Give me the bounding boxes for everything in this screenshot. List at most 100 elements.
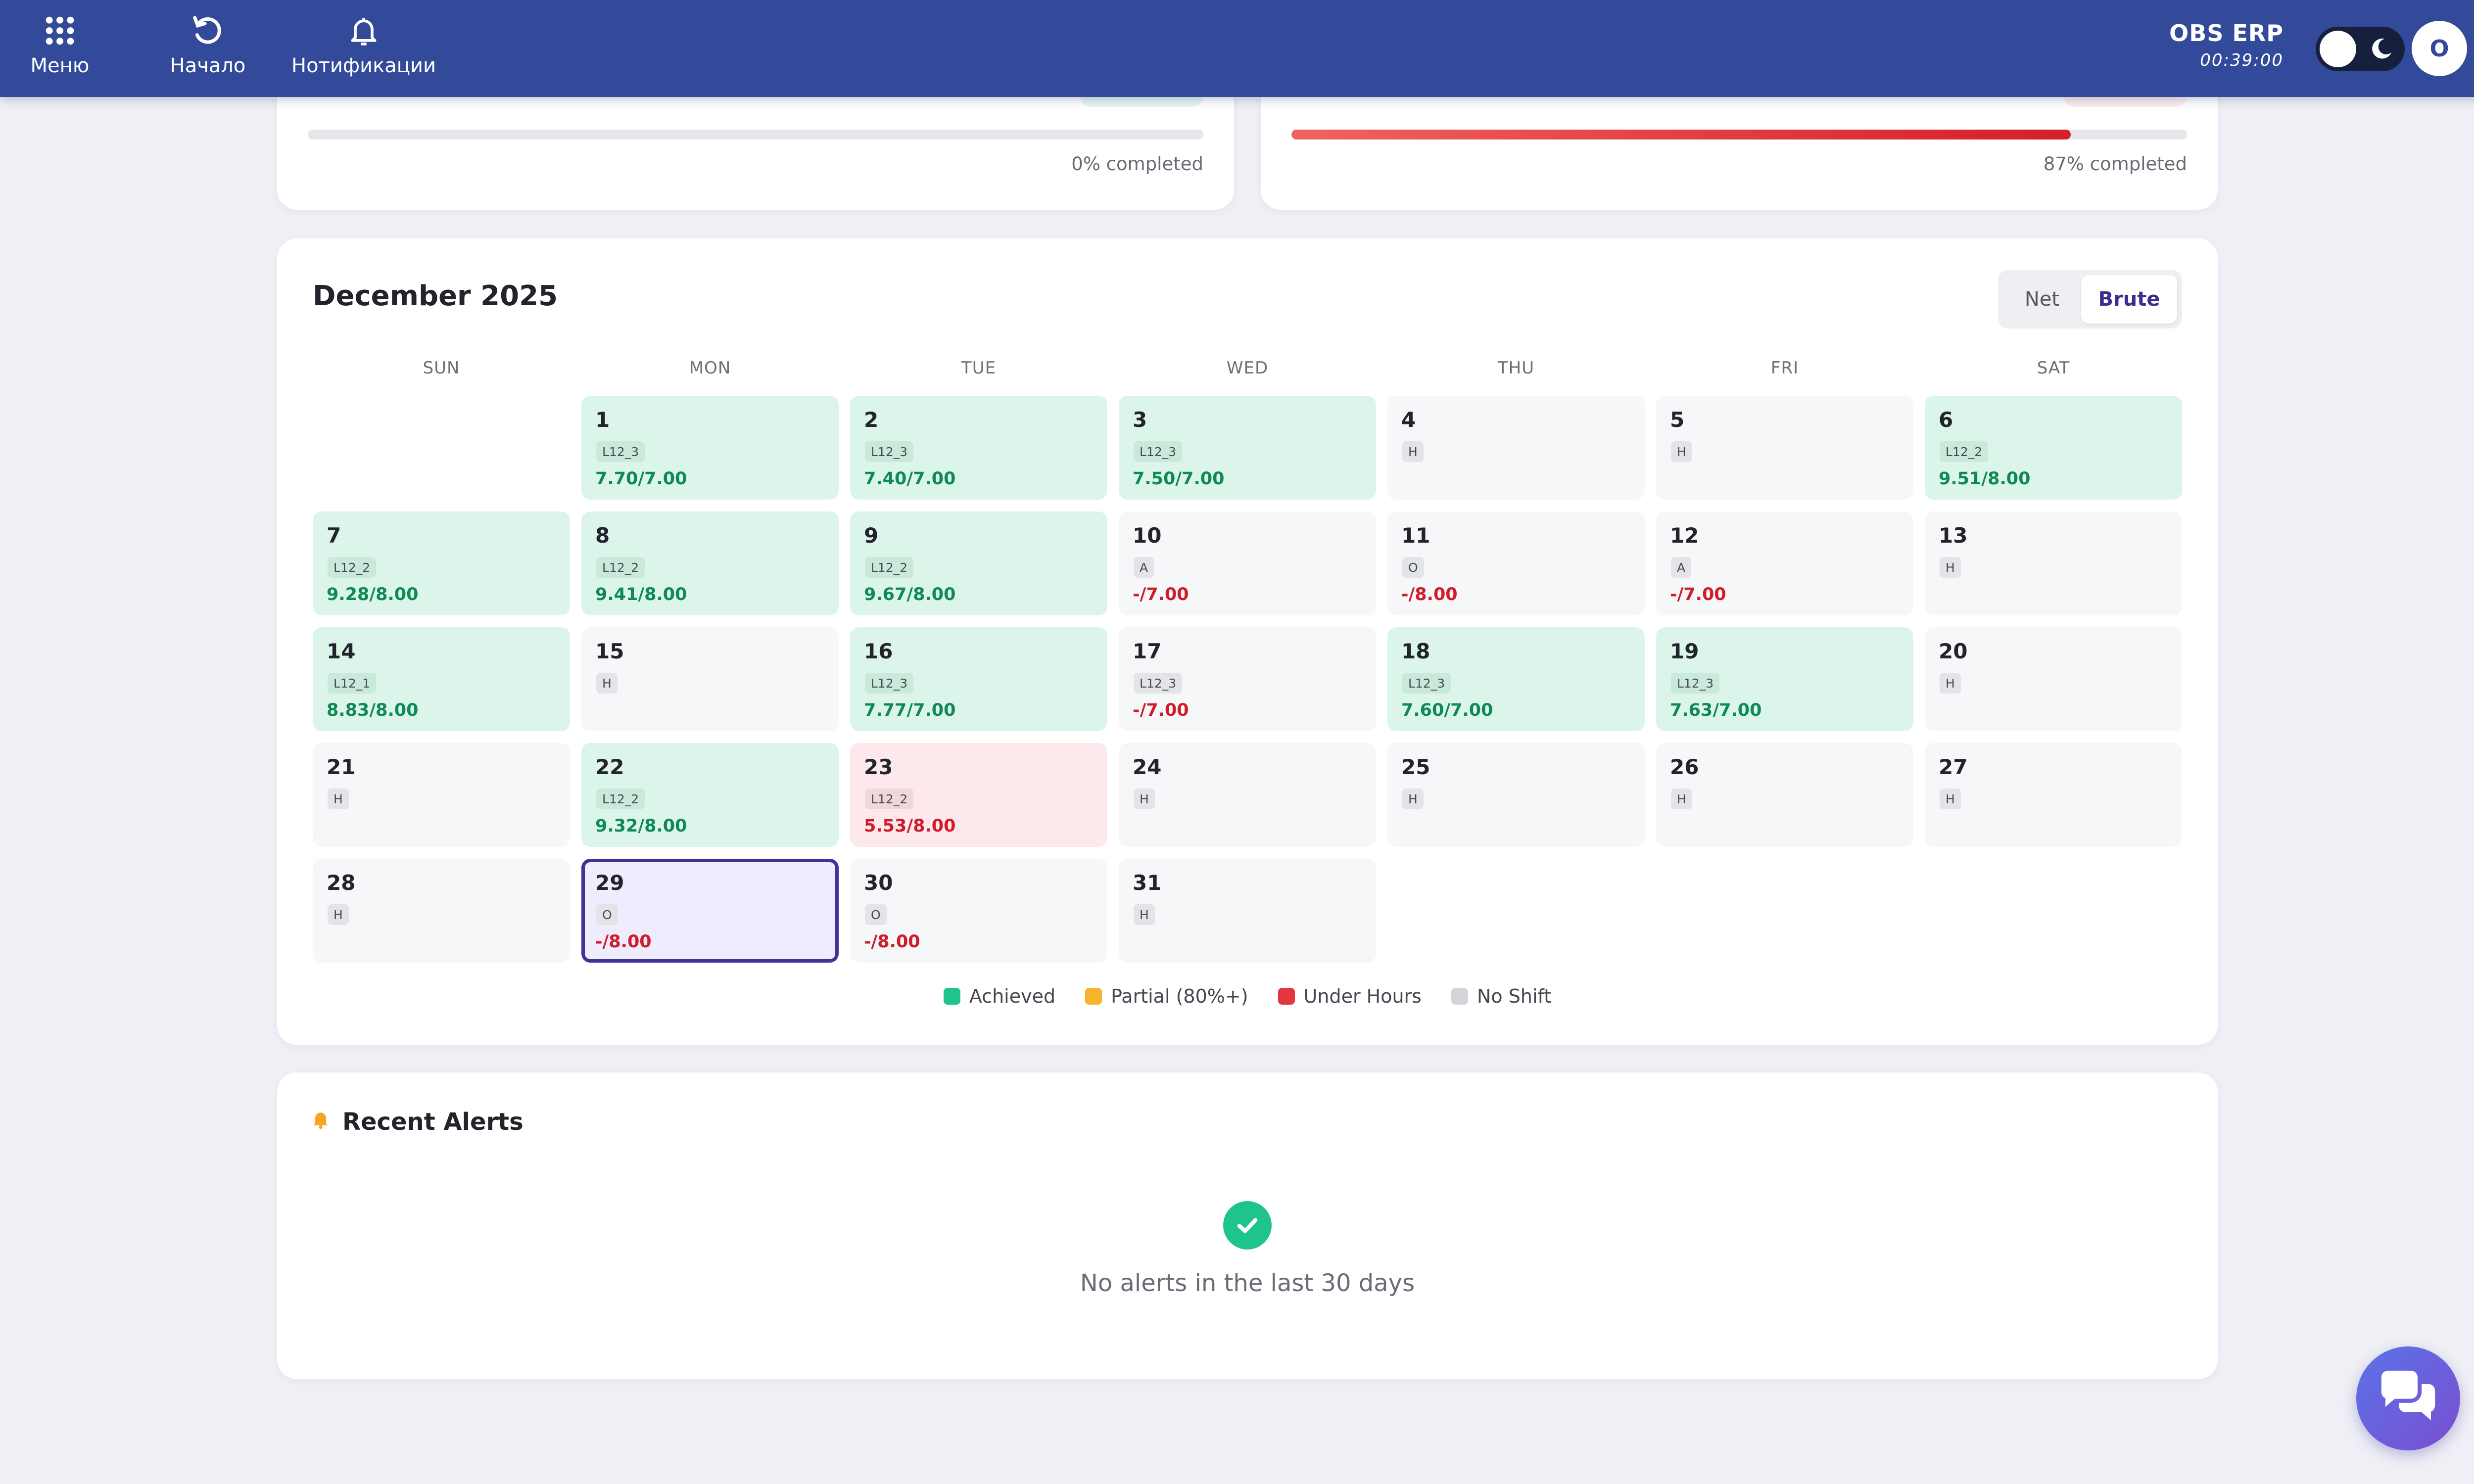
progress-card-left: 0% completed	[277, 79, 1234, 210]
day-cell[interactable]: 30 O -/8.00	[850, 859, 1107, 963]
day-cell[interactable]: 6 L12_2 9.51/8.00	[1925, 396, 2182, 500]
notifications-button[interactable]: Нотификации	[291, 13, 436, 82]
day-number: 22	[595, 755, 624, 779]
legend-item: Under Hours	[1278, 985, 1422, 1007]
day-cell[interactable]: 3 L12_3 7.50/7.00	[1119, 396, 1376, 500]
day-cell[interactable]: 16 L12_3 7.77/7.00	[850, 627, 1107, 731]
day-cell[interactable]: 2 L12_3 7.40/7.00	[850, 396, 1107, 500]
day-number: 9	[864, 523, 879, 548]
weekday-thu: THU	[1497, 358, 1535, 378]
day-cell[interactable]: 12 A -/7.00	[1656, 511, 1913, 615]
day-cell[interactable]: 27 H	[1925, 743, 2182, 847]
day-number: 14	[327, 639, 356, 663]
user-avatar[interactable]: O	[2412, 21, 2467, 76]
day-cell[interactable]: 15 H	[581, 627, 839, 731]
brand-name: OBS ERP	[2169, 20, 2284, 46]
legend-swatch	[1451, 988, 1468, 1005]
day-number: 13	[1939, 523, 1968, 548]
brute-option[interactable]: Brute	[2081, 275, 2177, 324]
day-cell[interactable]: 23 L12_2 5.53/8.00	[850, 743, 1107, 847]
day-cell[interactable]: 13 H	[1925, 511, 2182, 615]
progress-text: 87% completed	[2043, 153, 2187, 175]
day-number: 24	[1133, 755, 1162, 779]
day-number: 12	[1670, 523, 1699, 548]
day-number: 21	[327, 755, 356, 779]
dark-mode-toggle[interactable]	[2316, 27, 2405, 71]
shift-badge: L12_3	[1671, 673, 1720, 694]
day-cell[interactable]: 19 L12_3 7.63/7.00	[1656, 627, 1913, 731]
day-number: 31	[1133, 871, 1162, 895]
bell-icon	[310, 1108, 332, 1136]
net-option[interactable]: Net	[2024, 288, 2060, 311]
day-cell[interactable]: 10 A -/7.00	[1119, 511, 1376, 615]
day-cell[interactable]: 22 L12_2 9.32/8.00	[581, 743, 839, 847]
day-number: 19	[1670, 639, 1699, 663]
hours-value: -/7.00	[1133, 700, 1189, 720]
chat-button[interactable]	[2356, 1346, 2460, 1450]
menu-button[interactable]: Меню	[28, 13, 92, 82]
day-number: 3	[1133, 408, 1147, 432]
shift-badge: O	[596, 904, 618, 925]
home-button[interactable]: Начало	[168, 13, 247, 82]
shift-badge: L12_2	[596, 788, 645, 809]
shift-badge: H	[1134, 904, 1155, 925]
day-cell[interactable]: 31 H	[1119, 859, 1376, 963]
day-cell[interactable]: 14 L12_1 8.83/8.00	[313, 627, 570, 731]
day-number: 23	[864, 755, 893, 779]
legend-item: Partial (80%+)	[1085, 985, 1248, 1007]
shift-badge: H	[1671, 788, 1692, 809]
day-cell[interactable]: 9 L12_2 9.67/8.00	[850, 511, 1107, 615]
shift-badge: L12_3	[1402, 673, 1451, 694]
day-cell[interactable]: 24 H	[1119, 743, 1376, 847]
day-cell[interactable]: 29 O -/8.00	[581, 859, 839, 963]
shift-badge: L12_2	[865, 788, 914, 809]
day-cell[interactable]: 18 L12_3 7.60/7.00	[1387, 627, 1645, 731]
clock: 00:39:00	[2200, 50, 2284, 70]
day-cell[interactable]: 11 O -/8.00	[1387, 511, 1645, 615]
day-number: 15	[595, 639, 624, 663]
hours-value: 7.77/7.00	[864, 700, 956, 720]
shift-badge: H	[1940, 557, 1961, 578]
moon-icon	[2368, 36, 2395, 62]
day-number: 18	[1401, 639, 1430, 663]
day-number: 27	[1939, 755, 1968, 779]
day-cell[interactable]: 8 L12_2 9.41/8.00	[581, 511, 839, 615]
alerts-heading: Recent Alerts	[310, 1108, 523, 1136]
day-number: 8	[595, 523, 610, 548]
shift-badge: H	[596, 673, 618, 694]
chat-bubbles-icon	[2376, 1365, 2440, 1432]
hours-value: 9.28/8.00	[327, 585, 419, 604]
day-number: 26	[1670, 755, 1699, 779]
day-cell[interactable]: 1 L12_3 7.70/7.00	[581, 396, 839, 500]
refresh-home-icon	[190, 13, 226, 48]
day-number: 4	[1401, 408, 1416, 432]
progress-card-right: 87% completed	[1261, 79, 2218, 210]
day-cell[interactable]: 28 H	[313, 859, 570, 963]
shift-badge: H	[328, 788, 349, 809]
day-cell[interactable]: 25 H	[1387, 743, 1645, 847]
weekday-sat: SAT	[2037, 358, 2070, 378]
day-cell[interactable]: 17 L12_3 -/7.00	[1119, 627, 1376, 731]
hours-value: -/8.00	[595, 932, 652, 952]
shift-badge: O	[1402, 557, 1424, 578]
day-cell[interactable]: 7 L12_2 9.28/8.00	[313, 511, 570, 615]
weekday-mon: MON	[689, 358, 731, 378]
weekday-tue: TUE	[961, 358, 997, 378]
shift-badge: A	[1134, 557, 1154, 578]
shift-badge: H	[1402, 788, 1424, 809]
day-cell[interactable]: 26 H	[1656, 743, 1913, 847]
legend-item: Achieved	[943, 985, 1056, 1007]
day-number: 30	[864, 871, 893, 895]
alerts-empty-text: No alerts in the last 30 days	[1080, 1269, 1415, 1297]
legend-label: Achieved	[969, 985, 1056, 1007]
day-cell[interactable]: 20 H	[1925, 627, 2182, 731]
shift-badge: H	[1134, 788, 1155, 809]
shift-badge: L12_1	[328, 673, 377, 694]
hours-value: 9.67/8.00	[864, 585, 956, 604]
progress-bar	[308, 130, 1203, 139]
day-cell[interactable]: 21 H	[313, 743, 570, 847]
home-label: Начало	[170, 54, 246, 77]
progress-text: 0% completed	[1071, 153, 1203, 175]
